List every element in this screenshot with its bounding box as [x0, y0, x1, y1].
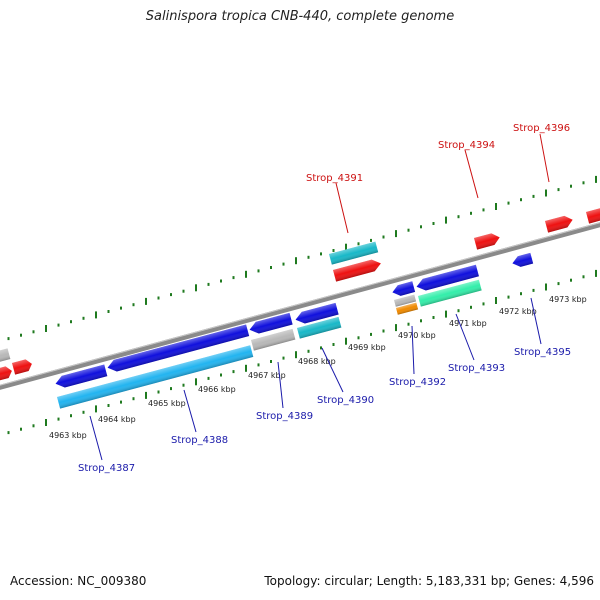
- gene-label-strop-4389[interactable]: Strop_4389: [256, 411, 313, 422]
- gene-gray-left-edge[interactable]: [0, 348, 11, 363]
- gene-red-left-edge-b[interactable]: [12, 358, 33, 375]
- leader-strop-4389: [277, 361, 284, 409]
- gene-label-strop-4388[interactable]: Strop_4388: [171, 435, 228, 446]
- kbp-label: 4963 kbp: [49, 431, 87, 440]
- kbp-label: 4970 kbp: [398, 331, 436, 340]
- gene-strop-4396[interactable]: [545, 214, 574, 233]
- kbp-label: 4964 kbp: [98, 415, 136, 424]
- gene-strop-4392-orange[interactable]: [396, 302, 419, 315]
- kbp-label: 4969 kbp: [348, 343, 386, 352]
- gene-strop-4394[interactable]: [474, 232, 501, 250]
- kbp-label: 4966 kbp: [198, 385, 236, 394]
- genome-backbone-highlight: [0, 222, 600, 386]
- leader-strop-4388: [183, 389, 197, 433]
- leader-strop-4391: [335, 182, 349, 234]
- gene-label-strop-4395[interactable]: Strop_4395: [514, 347, 571, 358]
- genome-backbone: [0, 222, 600, 390]
- gene-track: [0, 206, 600, 409]
- gene-label-strop-4393[interactable]: Strop_4393: [448, 363, 505, 374]
- gene-strop-4392-gray[interactable]: [394, 294, 417, 307]
- gene-strop-4387[interactable]: [54, 364, 108, 390]
- leader-strop-4394: [464, 149, 479, 199]
- kbp-label: 4967 kbp: [248, 371, 286, 380]
- leader-strop-4395: [530, 297, 542, 345]
- gene-strop-4393-cds[interactable]: [418, 279, 482, 307]
- kbp-label-group: 4963 kbp 4964 kbp 4965 kbp 4966 kbp 4967…: [49, 295, 587, 440]
- leader-strop-4392: [411, 325, 415, 375]
- genome-summary-text: Topology: circular; Length: 5,183,331 bp…: [264, 574, 594, 588]
- gene-strop-4391[interactable]: [333, 258, 382, 282]
- kbp-label: 4973 kbp: [549, 295, 587, 304]
- gene-strop-4388[interactable]: [106, 324, 250, 373]
- leader-lines: [89, 133, 550, 461]
- gene-strop-4389[interactable]: [248, 312, 293, 336]
- gene-label-strop-4392[interactable]: Strop_4392: [389, 377, 446, 388]
- tick-track-lower: [7, 269, 597, 435]
- accession-text: Accession: NC_009380: [10, 574, 147, 588]
- gene-strop-4390-cds[interactable]: [297, 316, 342, 339]
- gene-red-right-edge[interactable]: [586, 206, 600, 224]
- gene-label-strop-4394[interactable]: Strop_4394: [438, 140, 495, 151]
- gene-strop-4391-cds[interactable]: [329, 241, 379, 265]
- gene-strop-4390[interactable]: [294, 302, 339, 326]
- gene-strop-4395[interactable]: [511, 252, 534, 269]
- gene-strop-4393[interactable]: [415, 264, 479, 293]
- kbp-label: 4965 kbp: [148, 399, 186, 408]
- gene-label-strop-4390[interactable]: Strop_4390: [317, 395, 374, 406]
- leader-strop-4396: [539, 133, 550, 183]
- gene-label-strop-4387[interactable]: Strop_4387: [78, 463, 135, 474]
- gene-strop-4392[interactable]: [391, 281, 416, 297]
- gene-strop-4388-cds[interactable]: [57, 345, 254, 409]
- leader-strop-4393: [455, 313, 475, 361]
- kbp-label: 4968 kbp: [298, 357, 336, 366]
- gene-label-strop-4396[interactable]: Strop_4396: [513, 123, 570, 134]
- leader-strop-4387: [89, 415, 103, 461]
- kbp-label: 4972 kbp: [499, 307, 537, 316]
- gene-strop-4389-gray[interactable]: [251, 328, 296, 351]
- leader-strop-4390: [321, 347, 344, 393]
- gene-red-left-edge-a[interactable]: [0, 365, 13, 382]
- kbp-label: 4971 kbp: [449, 319, 487, 328]
- tick-track-upper: [7, 175, 597, 341]
- gene-label-strop-4391[interactable]: Strop_4391: [306, 173, 363, 184]
- map-title: Salinispora tropica CNB-440, complete ge…: [145, 9, 455, 24]
